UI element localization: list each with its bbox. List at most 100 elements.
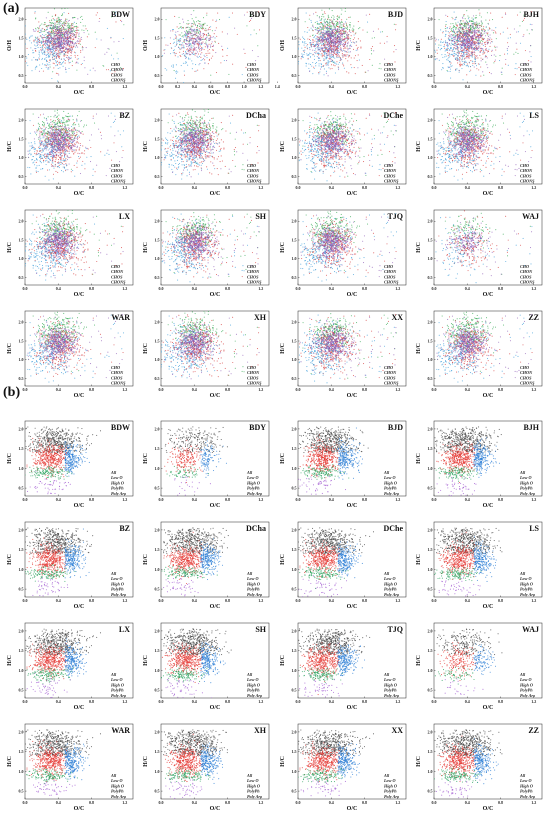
data-point bbox=[438, 44, 439, 45]
data-point bbox=[510, 37, 511, 38]
data-point bbox=[324, 45, 325, 46]
data-point bbox=[450, 69, 451, 70]
data-point bbox=[183, 45, 184, 46]
data-point bbox=[495, 33, 496, 34]
data-point bbox=[346, 71, 347, 72]
data-point bbox=[72, 43, 73, 44]
data-point bbox=[205, 53, 206, 54]
data-point bbox=[445, 15, 446, 16]
data-point bbox=[56, 38, 57, 39]
data-point bbox=[449, 54, 450, 55]
data-point bbox=[306, 53, 307, 54]
data-point bbox=[472, 23, 473, 24]
data-point bbox=[315, 22, 316, 23]
data-point bbox=[473, 45, 474, 46]
data-point bbox=[83, 25, 84, 26]
data-point bbox=[323, 40, 324, 41]
data-point bbox=[82, 19, 83, 20]
data-point bbox=[474, 28, 475, 29]
data-point bbox=[474, 66, 475, 67]
data-point bbox=[199, 39, 200, 40]
data-point bbox=[59, 26, 60, 27]
data-point bbox=[210, 46, 211, 47]
data-point bbox=[319, 17, 320, 18]
data-point bbox=[320, 51, 321, 52]
data-point bbox=[71, 23, 72, 24]
data-point bbox=[186, 35, 187, 36]
data-point bbox=[37, 60, 38, 61]
data-point bbox=[208, 34, 209, 35]
data-point bbox=[323, 43, 324, 44]
data-point bbox=[57, 49, 58, 50]
data-point bbox=[39, 71, 40, 72]
data-point bbox=[453, 37, 454, 38]
data-point bbox=[51, 19, 52, 20]
data-point bbox=[362, 65, 363, 66]
data-point bbox=[333, 64, 334, 65]
data-point bbox=[465, 22, 466, 23]
data-point bbox=[88, 34, 89, 35]
data-point bbox=[204, 43, 205, 44]
data-point bbox=[325, 19, 326, 20]
data-point bbox=[66, 57, 67, 58]
data-point bbox=[336, 39, 337, 40]
data-point bbox=[315, 29, 316, 30]
data-point bbox=[178, 40, 179, 41]
data-point bbox=[200, 25, 201, 26]
data-point bbox=[54, 53, 55, 54]
data-point bbox=[465, 36, 466, 37]
data-point bbox=[503, 32, 504, 33]
data-point bbox=[337, 46, 338, 47]
data-point bbox=[73, 35, 74, 36]
data-point bbox=[39, 26, 40, 27]
data-point bbox=[182, 54, 183, 55]
data-point bbox=[447, 70, 448, 71]
data-point bbox=[466, 52, 467, 53]
data-point bbox=[95, 47, 96, 48]
data-point bbox=[249, 21, 250, 22]
data-point bbox=[494, 61, 495, 62]
data-point bbox=[191, 14, 192, 15]
data-point bbox=[487, 51, 488, 52]
data-point bbox=[444, 48, 445, 49]
data-point bbox=[51, 25, 52, 26]
data-point bbox=[181, 28, 182, 29]
data-point bbox=[465, 18, 466, 19]
data-point bbox=[453, 56, 454, 57]
data-point bbox=[386, 41, 387, 42]
data-point bbox=[26, 58, 27, 59]
data-point bbox=[42, 31, 43, 32]
data-point bbox=[468, 66, 469, 67]
y-tick-label: 0.5 bbox=[292, 73, 297, 78]
data-point bbox=[327, 47, 328, 48]
data-point bbox=[463, 45, 464, 46]
data-point bbox=[469, 46, 470, 47]
data-point bbox=[84, 67, 85, 68]
data-point bbox=[307, 44, 308, 45]
data-point bbox=[35, 17, 36, 18]
data-point bbox=[197, 25, 198, 26]
data-point bbox=[39, 64, 40, 65]
data-point bbox=[319, 16, 320, 17]
data-point bbox=[198, 54, 199, 55]
data-point bbox=[466, 50, 467, 51]
data-point bbox=[372, 46, 373, 47]
data-point bbox=[334, 65, 335, 66]
data-point bbox=[360, 47, 361, 48]
data-point bbox=[450, 23, 451, 24]
data-point bbox=[324, 68, 325, 69]
data-point bbox=[358, 21, 359, 22]
data-point bbox=[41, 42, 42, 43]
data-point bbox=[39, 124, 40, 125]
data-point bbox=[118, 58, 119, 59]
data-point bbox=[436, 39, 437, 40]
data-point bbox=[316, 47, 317, 48]
data-point bbox=[67, 137, 68, 138]
data-point bbox=[44, 51, 45, 52]
data-point bbox=[481, 48, 482, 49]
data-point bbox=[47, 51, 48, 52]
data-point bbox=[49, 43, 50, 44]
data-point bbox=[373, 31, 374, 32]
data-point bbox=[31, 59, 32, 60]
data-point bbox=[194, 48, 195, 49]
